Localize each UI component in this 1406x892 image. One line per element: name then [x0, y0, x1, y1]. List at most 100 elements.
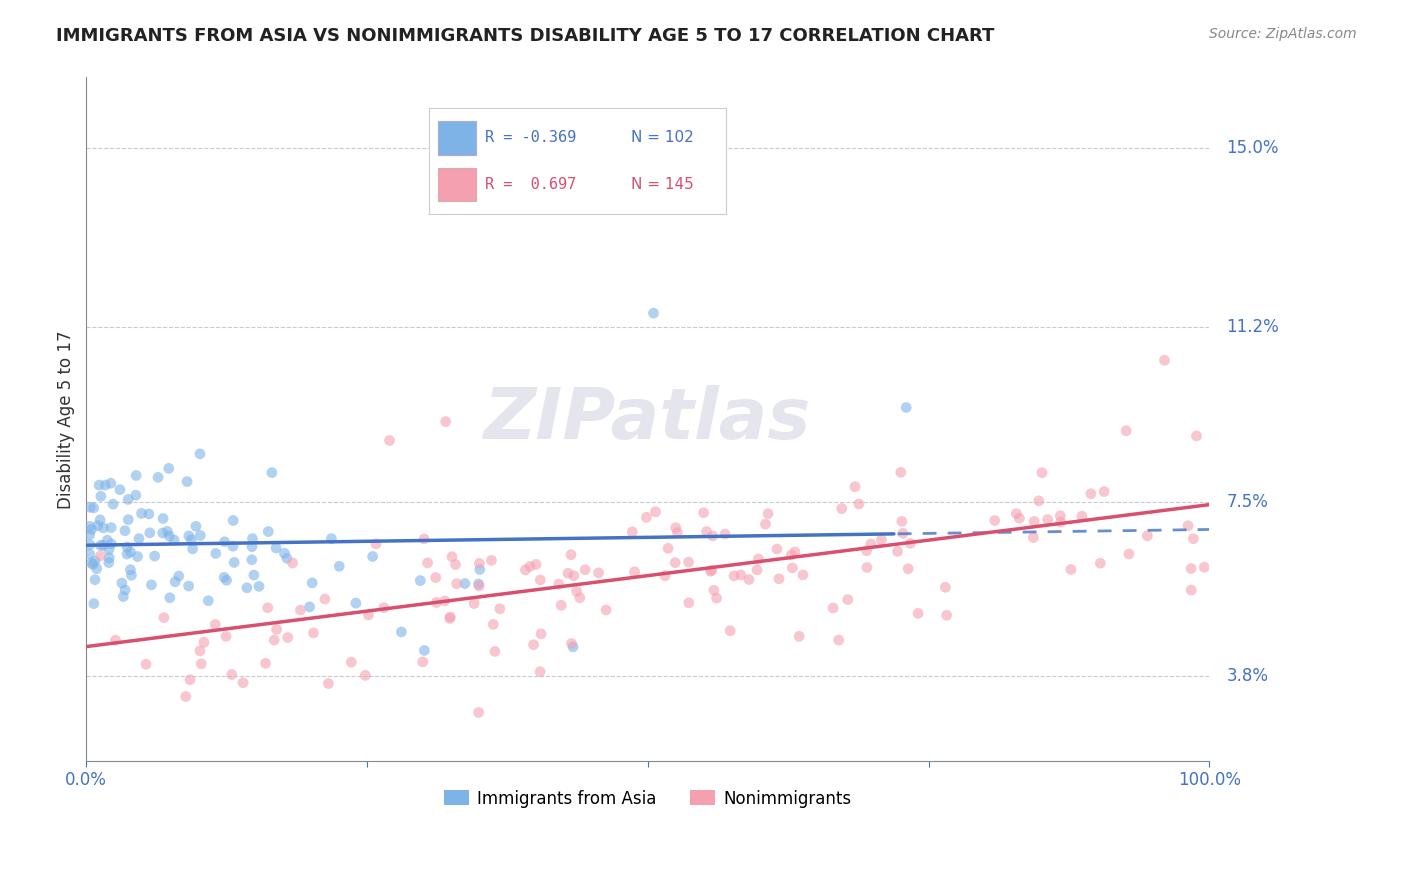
Point	[425, 595, 447, 609]
Text: Source: ZipAtlas.com: Source: ZipAtlas.com	[1209, 27, 1357, 41]
Point	[756, 507, 779, 521]
Point	[256, 600, 278, 615]
Point	[488, 601, 510, 615]
Point	[100, 537, 122, 551]
Point	[264, 541, 287, 555]
Point	[1036, 513, 1059, 527]
Point	[515, 563, 537, 577]
Point	[260, 466, 283, 480]
Point	[730, 568, 752, 582]
Point	[700, 563, 723, 577]
Point	[678, 555, 700, 569]
Point	[212, 570, 235, 584]
Text: 3.8%: 3.8%	[1226, 667, 1268, 685]
Point	[79, 500, 101, 515]
Point	[1024, 515, 1046, 529]
Point	[80, 522, 103, 536]
Point	[89, 549, 111, 563]
Point	[665, 521, 688, 535]
Point	[666, 525, 689, 540]
Text: IMMIGRANTS FROM ASIA VS NONIMMIGRANTS DISABILITY AGE 5 TO 17 CORRELATION CHART: IMMIGRANTS FROM ASIA VS NONIMMIGRANTS DI…	[56, 27, 994, 45]
Point	[1090, 556, 1112, 570]
Point	[482, 617, 505, 632]
Point	[855, 543, 877, 558]
Point	[444, 558, 467, 572]
Point	[100, 520, 122, 534]
Point	[463, 597, 485, 611]
Point	[125, 488, 148, 502]
Point	[467, 706, 489, 720]
Text: 11.2%: 11.2%	[1226, 318, 1279, 336]
Point	[197, 593, 219, 607]
Point	[153, 610, 176, 624]
Point	[844, 480, 866, 494]
Point	[115, 540, 138, 554]
Point	[156, 524, 179, 539]
Point	[204, 617, 226, 632]
Point	[413, 643, 436, 657]
Point	[468, 562, 491, 576]
Point	[484, 644, 506, 658]
Point	[562, 640, 585, 654]
Point	[135, 657, 157, 672]
Point	[547, 577, 569, 591]
Point	[236, 581, 259, 595]
Point	[247, 579, 270, 593]
Point	[984, 514, 1007, 528]
Point	[409, 574, 432, 588]
Point	[82, 558, 104, 572]
Point	[446, 576, 468, 591]
Point	[98, 542, 121, 557]
Point	[1022, 531, 1045, 545]
Point	[111, 576, 134, 591]
Point	[84, 573, 107, 587]
Legend: Immigrants from Asia, Nonimmigrants: Immigrants from Asia, Nonimmigrants	[437, 783, 858, 814]
Point	[519, 559, 541, 574]
Point	[900, 536, 922, 550]
Point	[657, 541, 679, 556]
Point	[413, 532, 436, 546]
Point	[467, 577, 489, 591]
Point	[94, 478, 117, 492]
Point	[623, 565, 645, 579]
Point	[90, 489, 112, 503]
Point	[425, 570, 447, 584]
Point	[754, 517, 776, 532]
Point	[146, 470, 169, 484]
Point	[90, 538, 112, 552]
Point	[782, 561, 804, 575]
Point	[204, 546, 226, 560]
Point	[792, 568, 814, 582]
Point	[243, 568, 266, 582]
Point	[1153, 353, 1175, 368]
Point	[897, 562, 920, 576]
Point	[702, 529, 724, 543]
Point	[91, 538, 114, 552]
Point	[1008, 511, 1031, 525]
Point	[93, 521, 115, 535]
Point	[301, 575, 323, 590]
Point	[1092, 484, 1115, 499]
Point	[1028, 493, 1050, 508]
Point	[783, 545, 806, 559]
Point	[273, 546, 295, 560]
Point	[481, 553, 503, 567]
Point	[108, 483, 131, 497]
Point	[240, 553, 263, 567]
Point	[83, 500, 105, 515]
Point	[176, 475, 198, 489]
Point	[1136, 529, 1159, 543]
Text: 7.5%: 7.5%	[1226, 492, 1268, 511]
Point	[188, 447, 211, 461]
Point	[529, 573, 551, 587]
Point	[79, 547, 101, 561]
Point	[114, 524, 136, 538]
Point	[214, 534, 236, 549]
Point	[79, 538, 101, 552]
Point	[222, 539, 245, 553]
Point	[1185, 429, 1208, 443]
Point	[290, 603, 312, 617]
Point	[621, 524, 644, 539]
Point	[120, 545, 142, 559]
Point	[560, 548, 582, 562]
